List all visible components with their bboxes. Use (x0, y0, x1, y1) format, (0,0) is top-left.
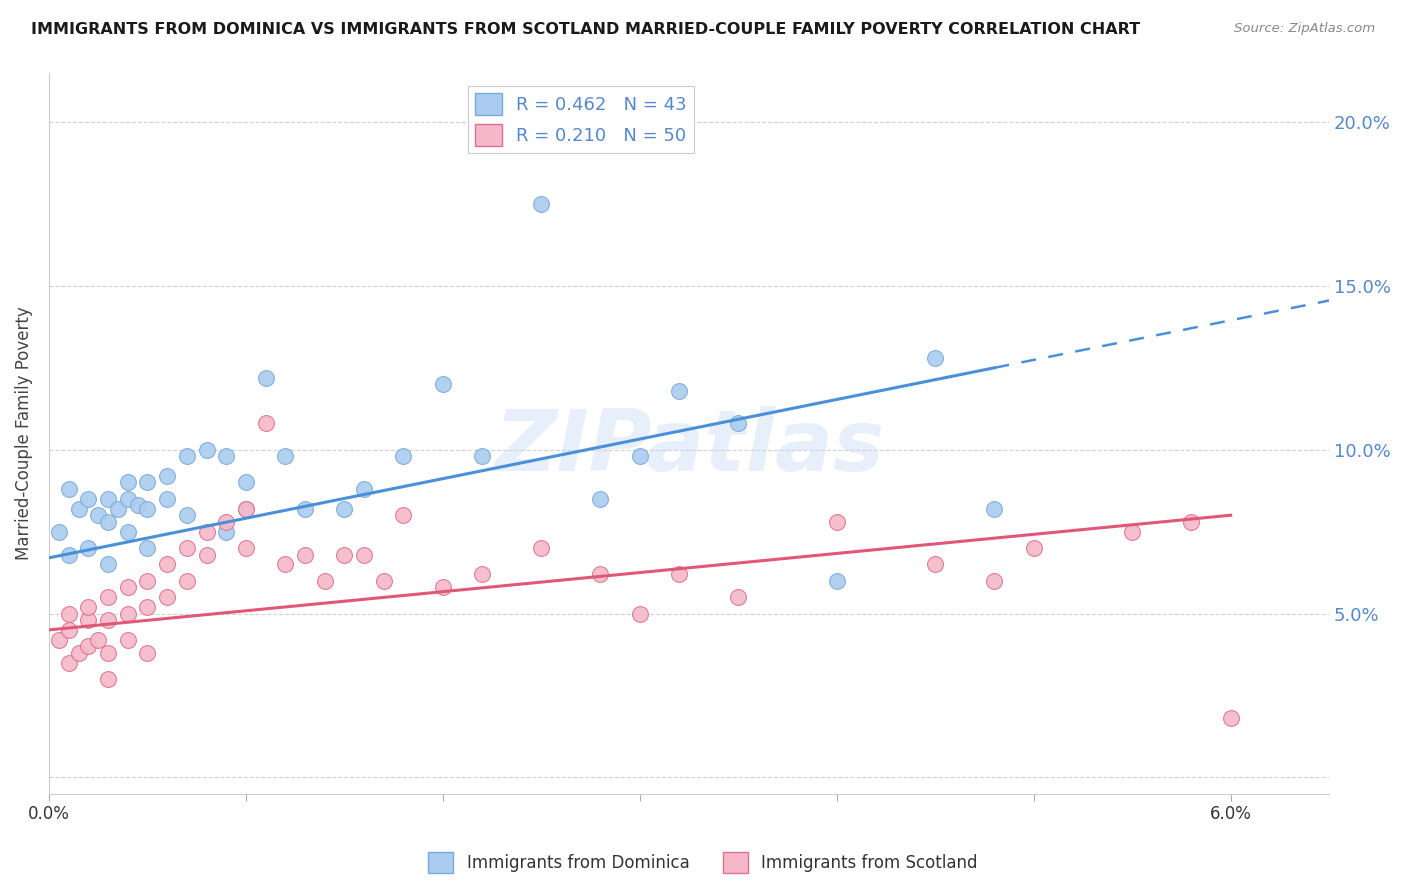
Point (107, 501, 129, 516)
Point (274, 450, 297, 464)
Point (77, 640, 100, 654)
Point (77, 613, 100, 627)
Point (67, 646, 90, 660)
Legend: Immigrants from Dominica, Immigrants from Scotland: Immigrants from Dominica, Immigrants fro… (422, 846, 984, 880)
Point (97, 613, 120, 627)
Point (727, 417, 749, 431)
Point (58, 623, 80, 637)
Point (530, 197, 553, 211)
Point (432, 377, 454, 392)
Point (97, 558, 120, 572)
Point (333, 548, 356, 562)
Point (117, 491, 139, 506)
Point (48, 632, 70, 647)
Point (589, 567, 612, 582)
Point (127, 499, 149, 513)
Point (48, 524, 70, 539)
Point (825, 515, 848, 529)
Point (392, 450, 415, 464)
Point (136, 574, 159, 588)
Point (432, 580, 454, 594)
Point (668, 567, 690, 582)
Point (97, 515, 120, 529)
Text: IMMIGRANTS FROM DOMINICA VS IMMIGRANTS FROM SCOTLAND MARRIED-COUPLE FAMILY POVER: IMMIGRANTS FROM DOMINICA VS IMMIGRANTS F… (31, 22, 1140, 37)
Text: Source: ZipAtlas.com: Source: ZipAtlas.com (1234, 22, 1375, 36)
Point (58, 607, 80, 621)
Point (156, 558, 179, 572)
Point (1180, 515, 1202, 529)
Point (97, 491, 120, 506)
Point (235, 501, 257, 516)
Point (392, 508, 415, 523)
Point (825, 574, 848, 588)
Point (1121, 524, 1143, 539)
Point (136, 541, 159, 555)
Point (176, 541, 198, 555)
Point (983, 501, 1005, 516)
Y-axis label: Married-Couple Family Poverty: Married-Couple Family Poverty (15, 307, 32, 560)
Point (117, 607, 139, 621)
Point (668, 384, 690, 398)
Point (87, 632, 110, 647)
Point (195, 442, 218, 457)
Point (471, 450, 494, 464)
Point (1022, 541, 1045, 555)
Point (294, 548, 316, 562)
Point (353, 548, 375, 562)
Point (77, 599, 100, 614)
Point (924, 558, 946, 572)
Point (530, 541, 553, 555)
Point (117, 580, 139, 594)
Point (195, 548, 218, 562)
Point (117, 524, 139, 539)
Point (117, 632, 139, 647)
Point (353, 482, 375, 496)
Point (176, 450, 198, 464)
Point (77, 541, 100, 555)
Point (97, 672, 120, 686)
Point (589, 491, 612, 506)
Point (235, 475, 257, 490)
Point (87, 508, 110, 523)
Point (58, 656, 80, 670)
Point (136, 475, 159, 490)
Point (58, 482, 80, 496)
Point (373, 574, 395, 588)
Point (176, 508, 198, 523)
Point (333, 501, 356, 516)
Point (628, 450, 651, 464)
Point (97, 590, 120, 604)
Point (215, 450, 238, 464)
Point (235, 541, 257, 555)
Point (97, 646, 120, 660)
Point (176, 574, 198, 588)
Legend: R = 0.462   N = 43, R = 0.210   N = 50: R = 0.462 N = 43, R = 0.210 N = 50 (468, 86, 695, 153)
Point (77, 491, 100, 506)
Point (156, 491, 179, 506)
Point (235, 501, 257, 516)
Point (156, 469, 179, 483)
Point (471, 567, 494, 582)
Point (254, 370, 277, 384)
Point (136, 646, 159, 660)
Text: ZIPatlas: ZIPatlas (494, 406, 884, 489)
Point (156, 590, 179, 604)
Point (254, 417, 277, 431)
Point (215, 515, 238, 529)
Point (924, 351, 946, 365)
Point (136, 599, 159, 614)
Point (67, 501, 90, 516)
Point (136, 501, 159, 516)
Point (294, 501, 316, 516)
Point (58, 548, 80, 562)
Point (274, 558, 297, 572)
Point (727, 590, 749, 604)
Point (215, 524, 238, 539)
Point (117, 475, 139, 490)
Point (983, 574, 1005, 588)
Point (1219, 711, 1241, 725)
Point (195, 524, 218, 539)
Point (628, 607, 651, 621)
Point (314, 574, 336, 588)
